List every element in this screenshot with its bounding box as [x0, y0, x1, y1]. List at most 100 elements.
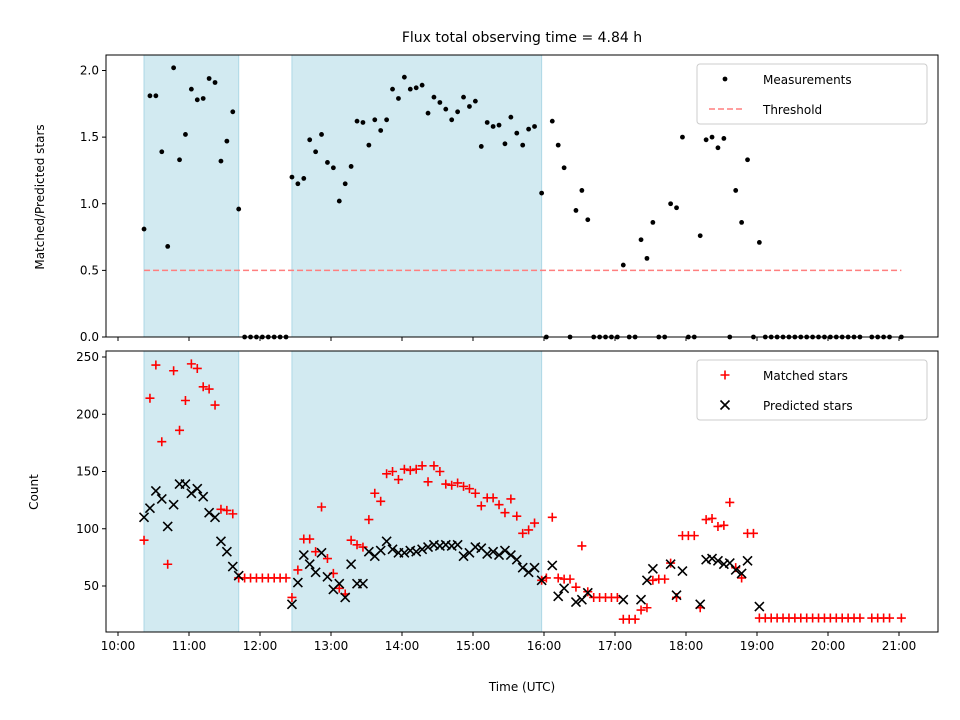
top-series-0-point — [502, 141, 508, 147]
top-shaded-interval — [291, 54, 543, 338]
x-tick-label: 17:00 — [598, 639, 633, 653]
bottom-series-1-point — [186, 488, 197, 499]
top-legend-label: Measurements — [763, 73, 852, 87]
bottom-series-1-point — [618, 594, 629, 605]
bottom-series-1-point — [221, 546, 232, 557]
top-series-0-point — [212, 80, 218, 85]
bottom-series-1-point — [292, 577, 303, 588]
top-series-0-point — [159, 149, 165, 155]
top-series-0-point — [188, 86, 194, 92]
top-series-0-point — [141, 226, 147, 232]
bottom-legend-swatch — [720, 370, 730, 380]
bottom-series-1-point — [233, 570, 244, 581]
bottom-axes-frame — [105, 350, 939, 633]
bottom-series-0-point — [689, 531, 699, 541]
bottom-series-1-point — [641, 575, 653, 586]
bottom-series-1-point — [730, 564, 741, 576]
top-panel: 0.0 0.5 1.0 1.5 2.0 Measurements Threshold — [80, 54, 939, 344]
bottom-series-0-point — [547, 512, 557, 522]
bottom-y-axis-label: Count — [27, 474, 41, 510]
top-series-0-point — [425, 110, 431, 116]
x-tick-label: 21:00 — [882, 639, 917, 653]
top-series-0-point — [703, 137, 709, 143]
bottom-series-0-point — [376, 496, 386, 506]
bottom-series-0-point — [145, 393, 155, 403]
bottom-series-0-point — [506, 494, 516, 504]
top-series-0-point — [301, 176, 307, 181]
bottom-y-tick-label: 250 — [76, 350, 99, 364]
bottom-series-1-point — [156, 493, 167, 505]
top-series-0-point — [372, 117, 378, 123]
bottom-series-1-point — [192, 483, 203, 494]
top-series-0-point — [354, 118, 360, 124]
top-series-0-point — [484, 120, 490, 125]
top-series-0-point — [680, 134, 685, 140]
top-series-0-point — [709, 134, 715, 140]
top-series-0-point — [224, 138, 230, 144]
bottom-series-0-point — [464, 484, 474, 494]
bottom-series-0-point — [405, 465, 415, 475]
bottom-series-1-point — [144, 503, 156, 514]
top-series-0-point — [443, 106, 449, 112]
chart-title: Flux total observing time = 4.84 h — [402, 30, 642, 46]
top-series-0-point — [520, 142, 526, 148]
bottom-series-1-point — [754, 601, 765, 612]
top-series-0-point — [585, 217, 591, 223]
top-series-0-point — [384, 117, 390, 123]
bottom-series-0-point — [500, 508, 510, 518]
bottom-series-0-point — [459, 481, 469, 491]
bottom-series-1-point — [458, 551, 469, 562]
bottom-series-1-point — [381, 536, 392, 547]
bottom-series-1-point — [499, 545, 511, 556]
bottom-series-0-point — [399, 464, 409, 474]
bottom-series-0-point — [151, 360, 161, 370]
bottom-series-0-point — [470, 488, 480, 498]
bottom-series-1-point — [547, 560, 558, 571]
bottom-series-0-point — [216, 504, 226, 514]
bottom-series-0-point — [429, 461, 439, 471]
bottom-legend: Matched stars Predicted stars — [696, 359, 928, 421]
top-series-0-point — [313, 149, 319, 155]
bottom-series-0-point — [518, 528, 528, 538]
bottom-series-1-point — [150, 485, 161, 497]
bottom-series-0-point — [175, 425, 185, 435]
bottom-series-0-point — [322, 554, 332, 564]
top-series-0-point — [715, 145, 721, 151]
top-series-0-point — [396, 96, 401, 101]
bottom-series-0-point — [317, 502, 327, 512]
bottom-series-0-point — [346, 535, 356, 545]
bottom-series-0-point — [565, 574, 575, 584]
bottom-series-0-point — [186, 359, 196, 369]
bottom-series-0-point — [719, 520, 729, 530]
bottom-series-0-point — [577, 541, 587, 551]
top-series-0-point — [206, 76, 212, 81]
bottom-series-0-point — [748, 528, 758, 538]
bottom-series-0-point — [311, 547, 321, 557]
bottom-series-0-point — [660, 574, 670, 584]
top-legend-box — [696, 63, 928, 125]
bottom-series-1-point — [215, 536, 227, 547]
top-series-0-point — [325, 160, 330, 165]
bottom-series-1-point — [322, 571, 333, 582]
bottom-series-1-point — [411, 546, 422, 557]
bottom-series-0-point — [885, 613, 895, 623]
bottom-series-1-point — [493, 550, 505, 561]
bottom-series-1-point — [387, 544, 398, 555]
top-series-0-point — [555, 142, 561, 148]
bottom-series-1-point — [346, 559, 357, 570]
bottom-y-tick-label: 200 — [76, 407, 99, 421]
top-series-0-point — [165, 243, 171, 249]
top-series-0-point — [378, 128, 384, 133]
bottom-series-0-point — [222, 505, 232, 515]
top-series-0-point — [674, 205, 679, 211]
top-series-0-point — [449, 117, 455, 123]
bottom-series-1-point — [209, 512, 221, 523]
top-series-0-point — [194, 97, 200, 103]
top-series-0-point — [177, 157, 182, 163]
bottom-y-tick-label: 100 — [76, 522, 99, 536]
x-tick-label: 16:00 — [527, 639, 562, 653]
bottom-series-0-point — [494, 500, 504, 510]
top-series-0-point — [532, 124, 537, 129]
bottom-series-1-point — [488, 546, 499, 557]
